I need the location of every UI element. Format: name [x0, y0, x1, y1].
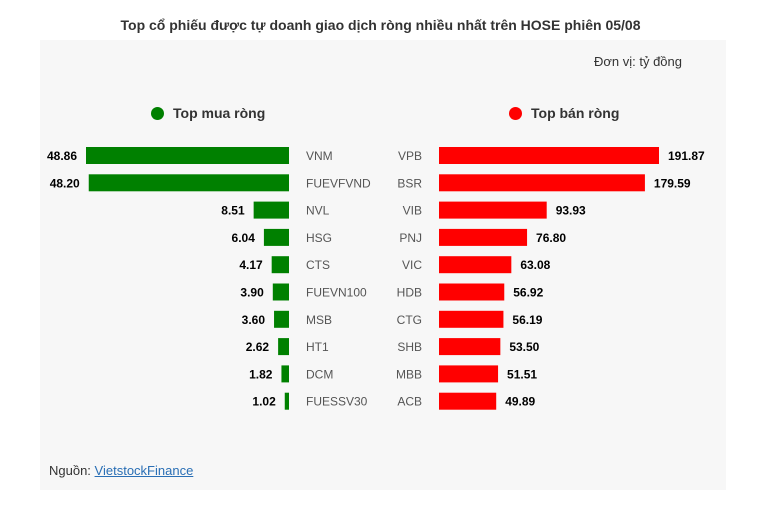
sell-category-label: MBB: [396, 367, 422, 381]
sell-bar: [439, 201, 547, 219]
legend-sell: Top bán ròng: [509, 105, 619, 121]
buy-value-label: 3.90: [240, 286, 264, 300]
buy-bar: [278, 338, 289, 356]
sell-bar: [439, 392, 497, 410]
legend-buy-dot-icon: [151, 106, 164, 120]
buy-category-label: VNM: [306, 149, 333, 163]
sell-bar: [439, 174, 645, 192]
sell-bar: [439, 310, 504, 328]
sell-value-label: 191.87: [668, 149, 705, 163]
buy-bar: [263, 228, 289, 246]
buy-category-label: DCM: [306, 367, 333, 381]
chart-title: Top cổ phiếu được tự doanh giao dịch ròn…: [120, 17, 641, 33]
legend-buy-label: Top mua ròng: [173, 105, 266, 121]
sell-value-label: 63.08: [520, 258, 550, 272]
buy-category-label: FUESSV30: [306, 395, 368, 409]
buy-bar: [253, 201, 289, 219]
buy-value-label: 1.02: [252, 395, 276, 409]
buy-category-label: HT1: [306, 340, 329, 354]
buy-bar: [284, 392, 289, 410]
buy-value-label: 3.60: [242, 313, 266, 327]
sell-value-label: 56.92: [513, 286, 543, 300]
buy-value-label: 2.62: [246, 340, 270, 354]
source-prefix: Nguồn:: [49, 463, 95, 478]
buy-value-label: 4.17: [239, 258, 263, 272]
sell-bar: [439, 256, 512, 274]
unit-label: Đơn vị: tỷ đồng: [593, 54, 682, 69]
sell-value-label: 49.89: [505, 395, 535, 409]
buy-value-label: 48.86: [47, 149, 77, 163]
sell-category-label: CTG: [397, 313, 422, 327]
sell-category-label: SHB: [397, 340, 422, 354]
sell-category-label: BSR: [397, 176, 422, 190]
sell-value-label: 93.93: [556, 204, 586, 218]
buy-value-label: 8.51: [221, 204, 245, 218]
buy-bar: [274, 310, 289, 328]
sell-category-label: VIC: [402, 258, 422, 272]
buy-category-label: CTS: [306, 258, 330, 272]
buy-category-label: NVL: [306, 204, 330, 218]
sell-value-label: 76.80: [536, 231, 566, 245]
sell-bar: [439, 338, 501, 356]
buy-bar: [86, 147, 289, 164]
chart-panel: Đơn vị: tỷ đồng Top mua ròng Top bán ròn…: [40, 40, 726, 490]
buy-bar: [88, 174, 289, 192]
buy-bar: [281, 365, 289, 383]
sell-category-label: VPB: [398, 149, 422, 163]
source-link[interactable]: VietstockFinance: [94, 463, 194, 478]
sell-value-label: 179.59: [654, 176, 691, 190]
buy-value-label: 6.04: [232, 231, 256, 245]
legend-sell-label: Top bán ròng: [531, 105, 620, 121]
buy-category-label: MSB: [306, 313, 332, 327]
buy-category-label: FUEVFVND: [306, 176, 371, 190]
source: Nguồn: VietstockFinance: [49, 463, 193, 478]
buy-bar: [271, 256, 289, 274]
sell-category-label: PNJ: [399, 231, 422, 245]
sell-bar: [439, 147, 659, 164]
sell-bar: [439, 365, 499, 383]
sell-category-label: VIB: [403, 204, 422, 218]
sell-value-label: 53.50: [509, 340, 539, 354]
buy-category-label: HSG: [306, 231, 332, 245]
sell-category-label: HDB: [397, 286, 422, 300]
buy-bar: [272, 283, 289, 301]
buy-value-label: 1.82: [249, 367, 273, 381]
sell-bar: [439, 228, 528, 246]
legend-sell-dot-icon: [509, 106, 522, 120]
sell-value-label: 56.19: [512, 313, 542, 327]
sell-bar: [439, 283, 505, 301]
sell-value-label: 51.51: [507, 367, 537, 381]
buy-category-label: FUEVN100: [306, 286, 367, 300]
legend-buy: Top mua ròng: [151, 105, 265, 121]
sell-category-label: ACB: [397, 395, 422, 409]
buy-value-label: 48.20: [50, 176, 80, 190]
